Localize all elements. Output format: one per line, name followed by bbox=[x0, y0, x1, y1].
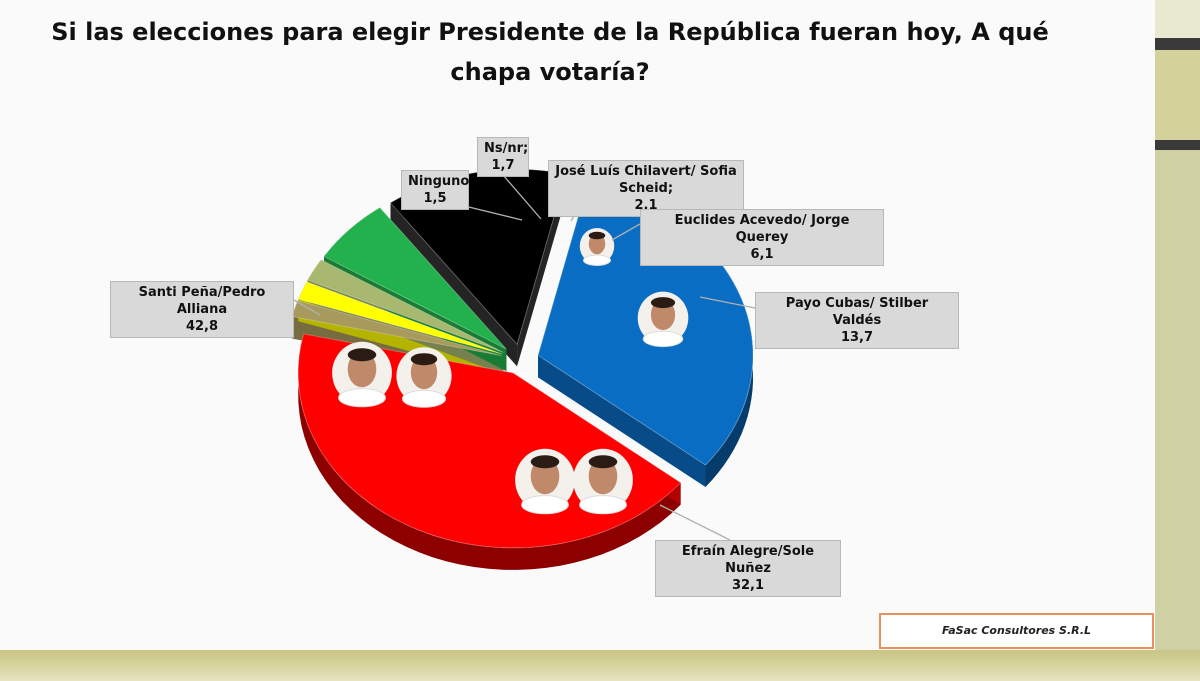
candidate-photo-nunez bbox=[573, 448, 633, 515]
right-decorative-bar bbox=[1155, 0, 1200, 681]
pie-slice-edge-0-0 bbox=[390, 202, 518, 367]
pie-slice-4 bbox=[297, 281, 503, 355]
leader-line-2 bbox=[293, 299, 321, 316]
candidate-photos-group bbox=[332, 228, 689, 515]
pie-chart bbox=[291, 168, 756, 570]
leader-line-0 bbox=[699, 296, 756, 309]
candidate-photo-alliana bbox=[396, 347, 452, 408]
leader-line-1 bbox=[659, 504, 731, 541]
data-label-santi-pena: Santi Peña/Pedro Alliana 42,8 bbox=[110, 281, 294, 338]
data-label-euclides-acevedo: Euclides Acevedo/ Jorge Querey 6,1 bbox=[640, 209, 884, 266]
bottom-decorative-bar bbox=[0, 650, 1200, 681]
chart-title: Si las elecciones para elegir Presidente… bbox=[51, 18, 1049, 86]
pie-slice-edge-1-1 bbox=[538, 355, 706, 488]
pie-slice-6 bbox=[323, 206, 507, 350]
data-label-ns-nr: Ns/nr; 1,7 bbox=[477, 137, 529, 177]
data-label-efrain-alegre: Efraín Alegre/Sole Nuñez 32,1 bbox=[655, 540, 841, 597]
candidate-photo-cubas bbox=[637, 291, 689, 348]
data-label-chilavert: José Luís Chilavert/ Sofia Scheid; 2,1 bbox=[548, 160, 744, 217]
source-credit: FaSac Consultores S.R.L bbox=[879, 613, 1154, 649]
pie-slice-5 bbox=[306, 259, 504, 353]
data-label-ninguno: Ninguno 1,5 bbox=[401, 170, 469, 210]
leader-line-6 bbox=[611, 223, 641, 241]
pie-slice-edge-0-1 bbox=[517, 173, 567, 367]
leader-line-4 bbox=[502, 174, 542, 220]
data-label-payo-cubas: Payo Cubas/ Stilber Valdés 13,7 bbox=[755, 292, 959, 349]
candidate-photo-pena bbox=[332, 341, 392, 408]
candidate-photo-alegre bbox=[515, 448, 575, 515]
candidate-photo-acevedo bbox=[579, 228, 615, 266]
